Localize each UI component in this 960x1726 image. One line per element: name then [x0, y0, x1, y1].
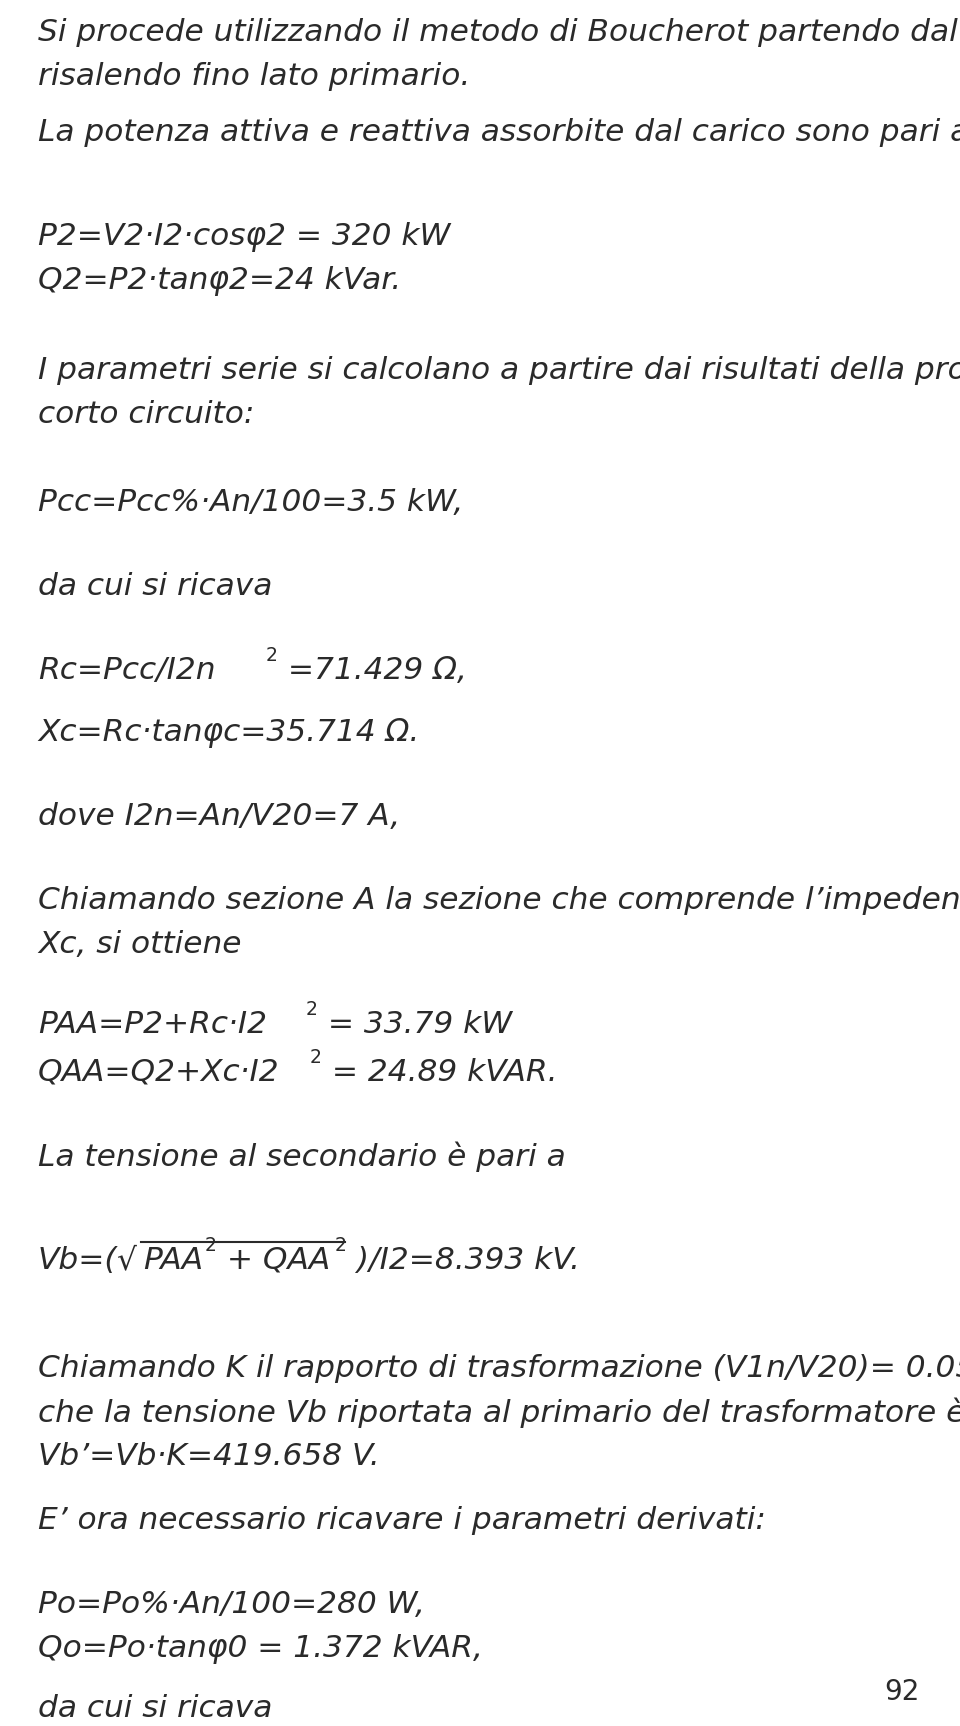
Text: corto circuito:: corto circuito: [38, 400, 254, 430]
Text: E’ ora necessario ricavare i parametri derivati:: E’ ora necessario ricavare i parametri d… [38, 1507, 766, 1534]
Text: √: √ [116, 1246, 136, 1276]
Text: La potenza attiva e reattiva assorbite dal carico sono pari a: La potenza attiva e reattiva assorbite d… [38, 117, 960, 147]
Text: 2: 2 [266, 646, 277, 665]
Text: Si procede utilizzando il metodo di Boucherot partendo dal carico e: Si procede utilizzando il metodo di Bouc… [38, 17, 960, 47]
Text: 2: 2 [205, 1236, 217, 1255]
Text: I parametri serie si calcolano a partire dai risultati della prova in: I parametri serie si calcolano a partire… [38, 356, 960, 385]
Text: 2: 2 [306, 999, 318, 1018]
Text: QAA=Q2+Xc·I2: QAA=Q2+Xc·I2 [38, 1058, 279, 1087]
Text: Xc, si ottiene: Xc, si ottiene [38, 930, 242, 960]
Text: Vb’=Vb·K=419.658 V.: Vb’=Vb·K=419.658 V. [38, 1441, 379, 1471]
Text: PAA=P2+Rc·I2: PAA=P2+Rc·I2 [38, 1010, 267, 1039]
Text: Pcc=Pcc%·An/100=3.5 kW,: Pcc=Pcc%·An/100=3.5 kW, [38, 488, 464, 518]
Text: Chiamando K il rapporto di trasformazione (V1n/V20)= 0.05, si ha: Chiamando K il rapporto di trasformazion… [38, 1353, 960, 1383]
Text: che la tensione Vb riportata al primario del trasformatore è pari a: che la tensione Vb riportata al primario… [38, 1398, 960, 1429]
Text: 92: 92 [884, 1678, 920, 1705]
Text: Q2=P2·tanφ2=24 kVar.: Q2=P2·tanφ2=24 kVar. [38, 266, 401, 295]
Text: La tensione al secondario è pari a: La tensione al secondario è pari a [38, 1143, 565, 1172]
Text: da cui si ricava: da cui si ricava [38, 1693, 273, 1723]
Text: Vb=(: Vb=( [38, 1246, 118, 1276]
Text: risalendo fino lato primario.: risalendo fino lato primario. [38, 62, 470, 91]
Text: = 24.89 kVAR.: = 24.89 kVAR. [322, 1058, 558, 1087]
Text: dove I2n=An/V20=7 A,: dove I2n=An/V20=7 A, [38, 803, 400, 830]
Text: )/I2=8.393 kV.: )/I2=8.393 kV. [347, 1246, 580, 1276]
Text: Qo=Po·tanφ0 = 1.372 kVAR,: Qo=Po·tanφ0 = 1.372 kVAR, [38, 1635, 483, 1664]
Text: 2: 2 [335, 1236, 347, 1255]
Text: Chiamando sezione A la sezione che comprende l’impedenza serie Rc-: Chiamando sezione A la sezione che compr… [38, 885, 960, 915]
Text: = 33.79 kW: = 33.79 kW [318, 1010, 512, 1039]
Text: da cui si ricava: da cui si ricava [38, 571, 273, 601]
Text: P2=V2·I2·cosφ2 = 320 kW: P2=V2·I2·cosφ2 = 320 kW [38, 223, 450, 252]
Text: + QAA: + QAA [217, 1246, 330, 1276]
Text: Po=Po%·An/100=280 W,: Po=Po%·An/100=280 W, [38, 1590, 425, 1619]
Text: PAA: PAA [143, 1246, 204, 1276]
Text: Xc=Rc·tanφc=35.714 Ω.: Xc=Rc·tanφc=35.714 Ω. [38, 718, 420, 747]
Text: =71.429 Ω,: =71.429 Ω, [278, 656, 467, 685]
Text: Rc=Pcc/I2n: Rc=Pcc/I2n [38, 656, 215, 685]
Text: 2: 2 [310, 1048, 322, 1067]
